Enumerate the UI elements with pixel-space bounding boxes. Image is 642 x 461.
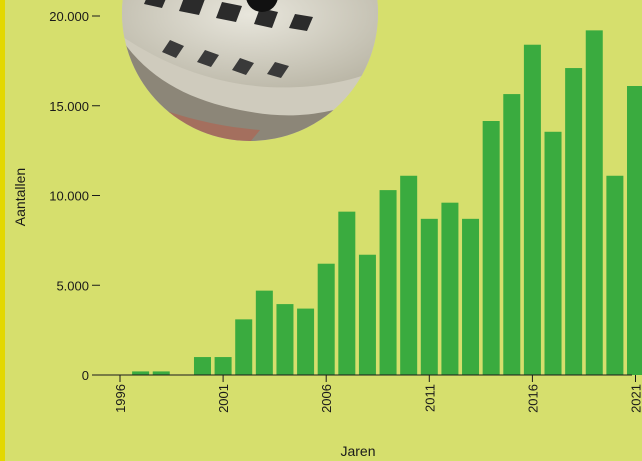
x-tick-label: 2006 [319, 384, 334, 413]
bar-2021 [627, 86, 642, 375]
snake-head-photo-icon [122, 0, 378, 141]
y-tick-label: 0 [82, 368, 89, 383]
x-tick-label: 2001 [216, 384, 231, 413]
bar-2014 [482, 121, 500, 375]
y-tick-label: 15.000 [49, 99, 89, 114]
y-axis-title: Aantallen [12, 168, 28, 226]
x-tick-label: 2016 [525, 384, 540, 413]
x-tick-label: 2021 [629, 384, 642, 413]
bar-2008 [358, 254, 376, 375]
x-axis: 1996 2001 2006 2011 2016 2021 [100, 374, 642, 413]
bar-2020 [606, 175, 624, 375]
bar-2017 [544, 131, 562, 375]
x-tick-label: 1996 [113, 384, 128, 413]
bar-2013 [462, 218, 480, 375]
edge-stripe [0, 0, 5, 461]
bar-2007 [338, 211, 356, 375]
bar-2005 [297, 308, 315, 375]
y-tick-label: 20.000 [49, 9, 89, 24]
bar-2009 [379, 190, 397, 375]
x-tick-label: 2011 [422, 384, 437, 412]
bar-2000 [193, 357, 211, 375]
bar-2018 [565, 68, 583, 376]
y-axis: 0 5.000 10.000 15.000 20.000 [49, 9, 100, 383]
bar-2001 [214, 357, 232, 375]
bar-2010 [400, 175, 418, 375]
bar-1997 [132, 371, 150, 375]
bar-2015 [503, 94, 521, 376]
bar-2016 [523, 44, 541, 375]
bar-2002 [235, 319, 253, 375]
y-tick-label: 10.000 [49, 189, 89, 204]
bar-2019 [585, 30, 603, 376]
bar-2006 [317, 263, 335, 375]
bar-2003 [255, 290, 273, 375]
bars [132, 30, 642, 376]
x-axis-title: Jaren [340, 443, 375, 459]
y-tick-label: 5.000 [56, 278, 89, 293]
bar-2012 [441, 202, 459, 375]
bar-2011 [420, 218, 438, 375]
bar-1998 [152, 371, 170, 375]
bar-2004 [276, 304, 294, 375]
